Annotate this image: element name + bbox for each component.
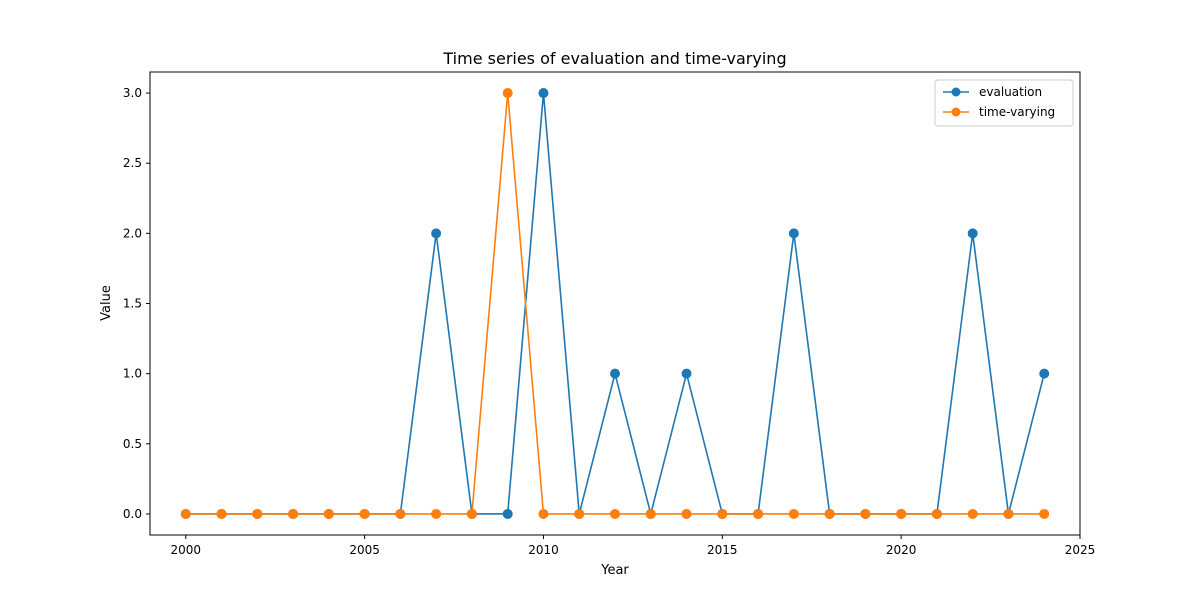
data-point-time-varying (645, 508, 656, 519)
legend-marker-time-varying (951, 107, 961, 117)
data-point-time-varying (538, 508, 549, 519)
plot-area: 2000 2005 2010 2015 2020 2025 0.0 0.5 1.0 1.5 2.0 2… (123, 71, 1096, 557)
data-point-time-varying (466, 508, 477, 519)
data-point-time-varying (180, 508, 191, 519)
axes-frame (149, 71, 1081, 536)
data-point-time-varying (395, 508, 406, 519)
data-point-evaluation (967, 228, 978, 239)
data-point-evaluation (538, 88, 549, 99)
legend-label-time-varying: time-varying (979, 105, 1055, 119)
data-point-time-varying (323, 508, 334, 519)
y-tick-label: 3.0 (123, 86, 142, 100)
data-point-time-varying (788, 508, 799, 519)
x-axis-label: Year (600, 563, 629, 578)
y-tick-label: 2.5 (123, 156, 142, 170)
y-tick-label: 2.0 (123, 226, 142, 240)
data-point-evaluation (610, 368, 620, 379)
data-point-time-varying (252, 508, 263, 519)
data-point-evaluation (788, 228, 799, 239)
data-point-time-varying (896, 508, 907, 519)
data-point-time-varying (967, 508, 978, 519)
x-tick-label: 2020 (886, 543, 917, 557)
y-tick-label: 0.0 (123, 507, 142, 521)
data-point-time-varying (824, 508, 835, 519)
data-point-time-varying (216, 508, 227, 519)
x-tick-label: 2015 (707, 543, 738, 557)
data-point-evaluation (681, 368, 692, 379)
data-point-time-varying (359, 508, 370, 519)
y-axis-label: Value (99, 285, 114, 321)
data-point-time-varying (717, 508, 728, 519)
chart-title: Time series of evaluation and time-varyi… (442, 49, 786, 68)
data-point-time-varying (502, 88, 513, 99)
legend-box (934, 79, 1074, 127)
x-tick-label: 2005 (349, 543, 380, 557)
data-point-evaluation (1039, 368, 1050, 379)
legend-marker-evaluation (951, 87, 961, 97)
data-point-time-varying (288, 508, 299, 519)
data-point-time-varying (431, 508, 442, 519)
data-point-time-varying (681, 508, 692, 519)
data-point-time-varying (931, 508, 942, 519)
data-point-evaluation (502, 508, 513, 519)
data-point-time-varying (860, 508, 871, 519)
data-point-time-varying (1039, 508, 1050, 519)
data-point-evaluation (431, 228, 442, 239)
legend-label-evaluation: evaluation (979, 85, 1042, 99)
legend: evaluation time-varying (934, 79, 1074, 127)
y-tick-label: 1.5 (123, 297, 142, 311)
data-point-time-varying (610, 508, 620, 519)
y-tick-label: 1.0 (123, 367, 142, 381)
x-tick-label: 2000 (170, 543, 201, 557)
y-tick-label: 0.5 (123, 437, 142, 451)
data-point-time-varying (574, 508, 585, 519)
x-tick-label: 2010 (528, 543, 559, 557)
data-point-time-varying (753, 508, 764, 519)
x-tick-label: 2025 (1065, 543, 1096, 557)
data-point-time-varying (1003, 508, 1014, 519)
